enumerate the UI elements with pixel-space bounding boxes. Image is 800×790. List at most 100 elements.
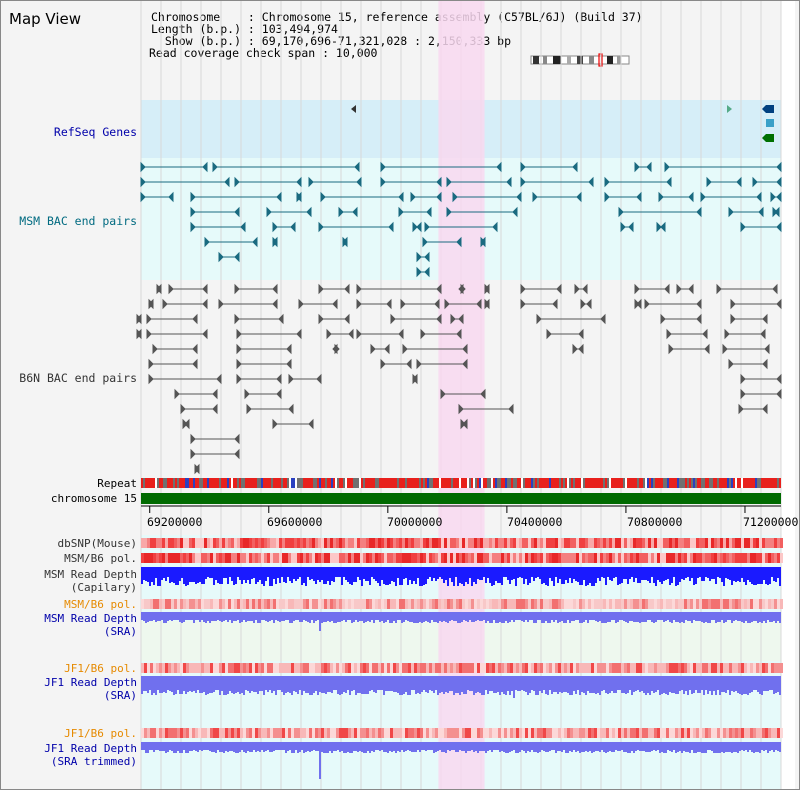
- msm-bac-pair-end: [218, 251, 224, 263]
- msm-depth-cap-bar: [399, 567, 401, 585]
- jf1-b6-pol-trim-cell: [294, 728, 297, 738]
- msm-depth-sra-bar: [425, 612, 427, 621]
- jf1-depth-trim-bar: [239, 742, 241, 752]
- msm-b6-pol-sra-cell: [363, 599, 366, 609]
- dbsnp-cell: [666, 538, 669, 548]
- msm-depth-sra-bar: [279, 612, 281, 622]
- jf1-b6-pol-cell: [696, 663, 699, 673]
- repeat-segment: [577, 478, 579, 488]
- repeat-segment: [513, 478, 515, 488]
- repeat-label: Repeat: [97, 477, 137, 490]
- refseq-gene-marker: [766, 105, 774, 113]
- msm-b6-pol-cell: [219, 553, 222, 563]
- msm-depth-cap-bar: [481, 567, 483, 580]
- msm-depth-sra-bar: [771, 612, 773, 622]
- b6n-bac-pair-end: [286, 358, 292, 370]
- jf1-depth-trim-bar: [531, 742, 533, 750]
- dbsnp-cell: [486, 538, 489, 548]
- jf1-b6-pol-cell: [762, 663, 765, 673]
- msm-depth-sra-bar: [155, 612, 157, 622]
- msm-b6-pol-cell: [597, 553, 600, 563]
- msm-b6-pol-cell: [486, 553, 489, 563]
- msm-b6-pol-cell: [495, 553, 498, 563]
- jf1-b6-pol-cell: [240, 663, 243, 673]
- jf1-b6-pol-trim-cell: [663, 728, 666, 738]
- msm-depth-cap-bar: [285, 567, 287, 583]
- jf1-b6-pol-cell: [150, 663, 153, 673]
- dbsnp-cell: [645, 538, 648, 548]
- jf1-depth-sra-bar: [191, 676, 193, 692]
- repeat-segment: [359, 478, 361, 488]
- jf1-depth-sra-bar: [219, 676, 221, 695]
- jf1-depth-sra-bar: [537, 676, 539, 695]
- msm-depth-sra-bar: [513, 612, 515, 622]
- jf1-depth-trim-bar: [521, 742, 523, 750]
- msm-depth-cap-bar: [445, 567, 447, 580]
- msm-bac-pair-end: [266, 206, 272, 218]
- msm-depth-sra-bar: [387, 612, 389, 620]
- jf1-depth-trim-bar: [327, 742, 329, 753]
- b6n-bac-pair-end: [332, 298, 338, 310]
- msm-b6-pol-sra-cell: [372, 599, 375, 609]
- repeat-segment: [491, 478, 493, 488]
- msm-depth-sra-bar: [673, 612, 675, 620]
- chromosome-info: Chromosome : Chromosome 15, reference as…: [149, 11, 643, 59]
- msm-b6-pol-cell: [153, 553, 156, 563]
- jf1-b6-pol-cell: [282, 663, 285, 673]
- jf1-depth-trim-bar: [507, 742, 509, 753]
- jf1-depth-trim-bar: [499, 742, 501, 752]
- jf1-depth-sra-bar: [215, 676, 217, 690]
- dbsnp-cell: [195, 538, 198, 548]
- jf1-b6-pol-trim-cell: [465, 728, 468, 738]
- jf1-b6-pol-trim-cell: [291, 728, 294, 738]
- dbsnp-cell: [210, 538, 213, 548]
- msm-depth-cap-bar: [705, 567, 707, 577]
- msm-depth-sra-bar: [565, 612, 567, 623]
- jf1-depth-sra-bar: [327, 676, 329, 692]
- msm-b6-pol-sra-cell: [594, 599, 597, 609]
- msm-b6-pol-sra-cell: [324, 599, 327, 609]
- jf1-depth-trim-bar: [573, 742, 575, 750]
- jf1-depth-trim-bar: [143, 742, 145, 750]
- msm-depth-cap-bar: [617, 567, 619, 585]
- msm-depth-cap-bar: [671, 567, 673, 583]
- b6n-bac-pair-end: [406, 358, 412, 370]
- msm-b6-pol-sra-cell: [366, 599, 369, 609]
- jf1-depth-sra-bar: [435, 676, 437, 690]
- msm-depth-cap-bar: [393, 567, 395, 582]
- msm-depth-sra-bar: [581, 612, 583, 623]
- dbsnp-cell: [243, 538, 246, 548]
- chromosome-ideogram[interactable]: [529, 53, 633, 67]
- jf1-b6-pol-trim-cell: [396, 728, 399, 738]
- jf1-depth-trim-bar: [575, 742, 577, 752]
- msm-depth-cap-bar: [455, 567, 457, 577]
- msm-b6-pol-sra-cell: [480, 599, 483, 609]
- msm-bac-pair-end: [140, 176, 146, 188]
- msm-depth-cap-bar: [329, 567, 331, 585]
- jf1-b6-pol-cell: [405, 663, 408, 673]
- b6n-bac-pair-end: [316, 373, 322, 385]
- msm-depth-sra-bar: [169, 612, 171, 620]
- jf1-depth-trim-bar: [255, 742, 257, 752]
- jf1-b6-pol-cell: [312, 663, 315, 673]
- jf1-b6-pol-trim-cell: [273, 728, 276, 738]
- repeat-segment: [605, 478, 607, 488]
- msm-b6-pol-sra-cell: [576, 599, 579, 609]
- jf1-b6-pol-trim-cell: [579, 728, 582, 738]
- msm-depth-sra-bar: [381, 612, 383, 621]
- jf1-b6-pol-cell: [246, 663, 249, 673]
- msm-b6-pol-cell: [561, 553, 564, 563]
- msm-b6-pol-sra-cell: [693, 599, 696, 609]
- jf1-depth-trim-bar: [399, 742, 401, 752]
- b6n-bac-pair-end: [776, 298, 782, 310]
- jf1-b6-pol-cell: [597, 663, 600, 673]
- msm-depth-sra-bar: [443, 612, 445, 621]
- b6n-bac-pair-end: [582, 283, 588, 295]
- msm-b6-pol-sra-cell: [762, 599, 765, 609]
- jf1-depth-sra-bar: [347, 676, 349, 690]
- dbsnp-cell: [381, 538, 384, 548]
- msm-b6-pol-sra-cell: [621, 599, 624, 609]
- msm-depth-cap-bar: [621, 567, 623, 583]
- jf1-depth-sra-bar: [535, 676, 537, 695]
